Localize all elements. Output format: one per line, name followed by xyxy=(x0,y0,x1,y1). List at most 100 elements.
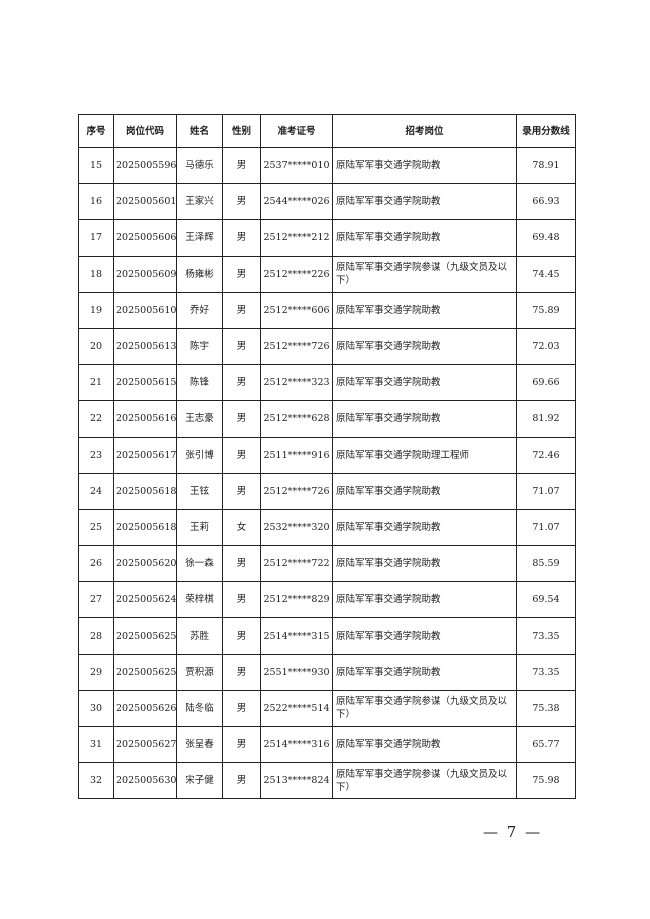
cell-post-code: 2025005617 xyxy=(113,436,177,474)
cell-position: 原陆军军事交通学院参谋（九级文员及以下） xyxy=(332,689,517,728)
cell-post-code: 2025005613 xyxy=(113,327,177,366)
cell-name: 陆冬临 xyxy=(176,689,223,728)
cell-exam-id: 2511*****916 xyxy=(260,436,333,474)
cell-gender: 男 xyxy=(222,364,261,402)
cell-exam-id: 2551*****930 xyxy=(260,653,333,691)
cell-index: 17 xyxy=(78,219,114,257)
cell-exam-id: 2512*****212 xyxy=(260,219,333,257)
cell-name: 王铉 xyxy=(176,472,223,510)
table-row: 32 2025005630 宋子健男 2513*****824 原陆军军事交通学院参谋（… xyxy=(78,762,576,800)
cell-index: 18 xyxy=(78,255,114,293)
cell-index: 16 xyxy=(78,183,114,221)
header-score: 录用分数线 xyxy=(516,114,576,148)
cell-score: 72.46 xyxy=(516,436,576,474)
cell-gender: 男 xyxy=(222,581,261,619)
cell-position: 原陆军军事交通学院助教 xyxy=(332,291,517,329)
cell-score: 65.77 xyxy=(516,725,576,764)
cell-name: 王志豪 xyxy=(176,400,223,438)
table-row: 16 2025005601 王家兴男 2544*****026 原陆军军事交通学院助教 6… xyxy=(78,183,576,221)
cell-exam-id: 2512*****606 xyxy=(260,291,333,329)
cell-name: 苏胜 xyxy=(176,617,223,655)
cell-gender: 男 xyxy=(222,183,261,221)
cell-name: 宋子健 xyxy=(176,762,223,800)
cell-score: 75.89 xyxy=(516,291,576,329)
cell-name: 张引博 xyxy=(176,436,223,474)
table-row: 27 2025005624 荣梓棋男 2512*****829 原陆军军事交通学院助教 6… xyxy=(78,581,576,619)
header-gender: 性别 xyxy=(222,114,261,148)
cell-score: 69.54 xyxy=(516,581,576,619)
cell-post-code: 2025005618 xyxy=(113,508,177,547)
cell-position: 原陆军军事交通学院助教 xyxy=(332,327,517,366)
cell-post-code: 2025005624 xyxy=(113,581,177,619)
cell-exam-id: 2544*****026 xyxy=(260,183,333,221)
cell-gender: 男 xyxy=(222,689,261,728)
cell-exam-id: 2512*****726 xyxy=(260,327,333,366)
cell-exam-id: 2513*****824 xyxy=(260,762,333,800)
cell-score: 75.98 xyxy=(516,762,576,800)
cell-index: 22 xyxy=(78,400,114,438)
cell-position: 原陆军军事交通学院助教 xyxy=(332,581,517,619)
cell-post-code: 2025005601 xyxy=(113,183,177,221)
cell-name: 王泽辉 xyxy=(176,219,223,257)
table-row: 21 2025005615 陈锋男 2512*****323 原陆军军事交通学院助教 69… xyxy=(78,364,576,402)
cell-index: 30 xyxy=(78,689,114,728)
cell-index: 19 xyxy=(78,291,114,329)
cell-gender: 女 xyxy=(222,508,261,547)
cell-position: 原陆军军事交通学院助教 xyxy=(332,617,517,655)
table-row: 20 2025005613 陈宇男 2512*****726 原陆军军事交通学院助教 72… xyxy=(78,327,576,366)
cell-score: 71.07 xyxy=(516,508,576,547)
cell-name: 陈锋 xyxy=(176,364,223,402)
cell-index: 27 xyxy=(78,581,114,619)
cell-gender: 男 xyxy=(222,436,261,474)
cell-score: 73.35 xyxy=(516,653,576,691)
cell-position: 原陆军军事交通学院参谋（九级文员及以下） xyxy=(332,762,517,800)
cell-post-code: 2025005625 xyxy=(113,653,177,691)
header-index: 序号 xyxy=(78,114,114,148)
header-name: 姓名 xyxy=(176,114,223,148)
cell-index: 24 xyxy=(78,472,114,510)
cell-post-code: 2025005596 xyxy=(113,146,177,185)
cell-name: 王莉 xyxy=(176,508,223,547)
cell-post-code: 2025005626 xyxy=(113,689,177,728)
table-row: 22 2025005616 王志豪男 2512*****628 原陆军军事交通学院助教 8… xyxy=(78,400,576,438)
table-row: 15 2025005596 马德乐男 2537*****010 原陆军军事交通学院助教 7… xyxy=(78,146,576,185)
cell-score: 69.48 xyxy=(516,219,576,257)
cell-index: 15 xyxy=(78,146,114,185)
cell-index: 21 xyxy=(78,364,114,402)
cell-index: 26 xyxy=(78,545,114,583)
cell-exam-id: 2512*****726 xyxy=(260,472,333,510)
cell-exam-id: 2532*****320 xyxy=(260,508,333,547)
cell-exam-id: 2514*****315 xyxy=(260,617,333,655)
cell-post-code: 2025005616 xyxy=(113,400,177,438)
cell-index: 29 xyxy=(78,653,114,691)
results-table: 序号 岗位代码 姓名 性别 准考证号 招考岗位 录用分数线 15 20250055… xyxy=(78,114,576,800)
cell-index: 23 xyxy=(78,436,114,474)
table-row: 17 2025005606 王泽辉男 2512*****212 原陆军军事交通学院助教 6… xyxy=(78,219,576,257)
cell-gender: 男 xyxy=(222,617,261,655)
cell-exam-id: 2522*****514 xyxy=(260,689,333,728)
cell-gender: 男 xyxy=(222,472,261,510)
cell-exam-id: 2512*****323 xyxy=(260,364,333,402)
cell-exam-id: 2537*****010 xyxy=(260,146,333,185)
cell-position: 原陆军军事交通学院助教 xyxy=(332,472,517,510)
table-row: 25 2025005618 王莉女 2532*****320 原陆军军事交通学院助教 71… xyxy=(78,508,576,547)
cell-position: 原陆军军事交通学院助理工程师 xyxy=(332,436,517,474)
cell-name: 杨雍彬 xyxy=(176,255,223,293)
cell-gender: 男 xyxy=(222,146,261,185)
cell-name: 张呈春 xyxy=(176,725,223,764)
cell-position: 原陆军军事交通学院助教 xyxy=(332,146,517,185)
table-row: 29 2025005625 贾积源男 2551*****930 原陆军军事交通学院助教 7… xyxy=(78,653,576,691)
cell-position: 原陆军军事交通学院助教 xyxy=(332,653,517,691)
cell-position: 原陆军军事交通学院助教 xyxy=(332,508,517,547)
cell-score: 73.35 xyxy=(516,617,576,655)
header-post-code: 岗位代码 xyxy=(113,114,177,148)
header-exam-id: 准考证号 xyxy=(260,114,333,148)
cell-post-code: 2025005618 xyxy=(113,472,177,510)
cell-gender: 男 xyxy=(222,653,261,691)
cell-gender: 男 xyxy=(222,400,261,438)
cell-score: 66.93 xyxy=(516,183,576,221)
table-row: 23 2025005617 张引博男 2511*****916 原陆军军事交通学院助理工… xyxy=(78,436,576,474)
cell-exam-id: 2512*****628 xyxy=(260,400,333,438)
cell-gender: 男 xyxy=(222,545,261,583)
cell-exam-id: 2512*****829 xyxy=(260,581,333,619)
